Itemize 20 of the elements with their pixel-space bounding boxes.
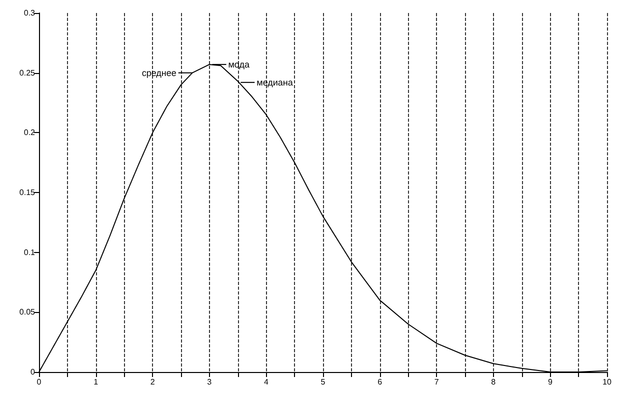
x-tick-label: 8: [491, 378, 496, 386]
annotation: среднее: [142, 68, 176, 78]
annotation: медиана: [256, 77, 293, 88]
x-tick-label: 5: [320, 378, 326, 386]
x-tick-label: 0: [36, 378, 42, 386]
y-tick-label: 0.25: [19, 68, 36, 78]
x-tick-label: 3: [207, 378, 212, 386]
annotation: мода: [228, 59, 250, 70]
x-tick-label: 9: [548, 378, 553, 386]
x-tick-label: 2: [150, 378, 156, 386]
y-tick-label: 0.1: [24, 248, 36, 257]
y-tick-label: 0.05: [19, 308, 36, 317]
x-tick-label: 4: [264, 378, 269, 386]
y-tick-label: 0.15: [19, 188, 36, 197]
x-tick-label: 10: [602, 378, 612, 386]
x-tick-label: 7: [434, 378, 440, 386]
x-tick-label: 6: [378, 378, 383, 386]
y-tick-label: 0.3: [24, 8, 36, 18]
y-tick-label: 0.2: [24, 128, 36, 138]
x-tick-label: 1: [94, 378, 99, 386]
